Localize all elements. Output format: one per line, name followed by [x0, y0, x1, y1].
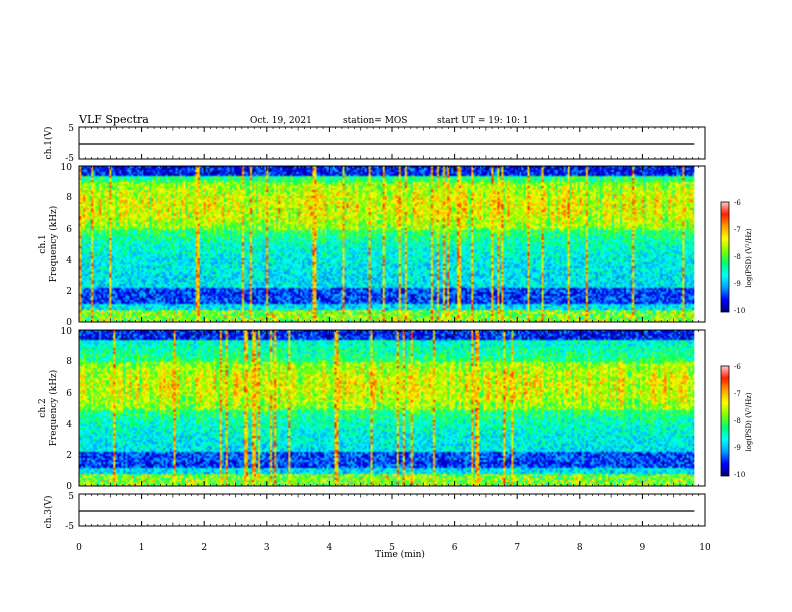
ch1-freq-tick-6: 6 [66, 225, 72, 235]
ch1-cb-tick-m10: -10 [734, 307, 745, 315]
x-tick-label-6: 6 [452, 543, 458, 553]
ch2-spectrogram-ylabel-freq: Frequency (kHz) [48, 370, 59, 447]
x-tick-label-7: 7 [514, 543, 520, 553]
x-tick-label-5: 5 [389, 543, 395, 553]
ch1-waveform-ylabel: ch.1(V) [43, 127, 54, 160]
ch2-freq-tick-0: 0 [66, 482, 72, 492]
ch3-waveform-frame [78, 493, 706, 527]
ch2-cb-tick-m7: -7 [734, 390, 741, 398]
ch1-freq-tick-8: 8 [66, 193, 72, 203]
x-tick-label-10: 10 [699, 543, 711, 553]
ch2-colorbar-bar [720, 365, 730, 477]
ch1-cb-tick-m6: -6 [734, 199, 741, 207]
ch1-colorbar-label: log(PSD) (V²/Hz) [745, 228, 753, 287]
figure-title: VLF Spectra [78, 113, 149, 126]
ch3-ytick-bottom: -5 [65, 522, 74, 532]
x-tick-label-0: 0 [76, 543, 82, 553]
x-tick-label-2: 2 [201, 543, 207, 553]
ch2-colorbar: -6 -7 -8 -9 -10 log(PSD) (V²/Hz) [720, 363, 753, 479]
ch2-cb-tick-m6: -6 [734, 363, 741, 371]
x-tick-label-3: 3 [264, 543, 270, 553]
ch1-waveform-frame [78, 126, 706, 160]
ch2-spectrogram-image [79, 330, 695, 486]
x-tick-label-8: 8 [577, 543, 583, 553]
ch3-waveform-panel: 5 -5 ch.3(V) [43, 492, 706, 532]
ch1-spectrogram-ylabel-channel: ch.1 [38, 234, 48, 253]
ch1-waveform-panel: 5 -5 ch.1(V) [43, 124, 706, 164]
x-tick-label-1: 1 [139, 543, 145, 553]
ch1-freq-tick-10: 10 [61, 163, 73, 173]
ch2-colorbar-label: log(PSD) (V²/Hz) [745, 392, 753, 451]
ch2-freq-tick-6: 6 [66, 389, 72, 399]
start-ut-label: start UT = 19: 10: 1 [437, 116, 529, 126]
ch1-spectrogram-image [79, 166, 695, 322]
ch1-freq-tick-0: 0 [66, 318, 72, 328]
station-label: station= MOS [343, 116, 407, 126]
ch1-cb-tick-m7: -7 [734, 226, 741, 234]
ch1-colorbar-bar [720, 201, 730, 313]
ch2-spectrogram-panel: 0 2 4 6 8 10 ch.2 Frequency (kHz) [38, 327, 706, 492]
x-tick-label-9: 9 [640, 543, 646, 553]
ch1-ytick-top: 5 [68, 124, 74, 134]
ch1-freq-tick-4: 4 [66, 256, 72, 266]
ch2-cb-tick-m9: -9 [734, 444, 741, 452]
ch2-freq-tick-4: 4 [66, 420, 72, 430]
ch2-freq-tick-8: 8 [66, 357, 72, 367]
ch1-ytick-bottom: -5 [65, 154, 74, 164]
ch1-cb-tick-m9: -9 [734, 280, 741, 288]
ch3-ytick-top: 5 [68, 492, 74, 502]
ch2-spectrogram-ylabel-channel: ch.2 [38, 398, 48, 417]
ch1-spectrogram-panel: 0 2 4 6 8 10 ch.1 Frequency (kHz) [38, 163, 706, 328]
ch2-freq-tick-10: 10 [61, 327, 73, 337]
x-axis-tick-labels: 0 1 2 3 4 5 6 7 8 9 10 [76, 543, 711, 553]
ch2-freq-tick-2: 2 [66, 451, 72, 461]
ch3-waveform-ylabel: ch.3(V) [43, 496, 54, 529]
x-axis-label: Time (min) [375, 549, 425, 560]
ch1-freq-tick-2: 2 [66, 287, 72, 297]
ch2-cb-tick-m8: -8 [734, 417, 741, 425]
ch1-spectrogram-ylabel-freq: Frequency (kHz) [48, 206, 59, 283]
x-tick-label-4: 4 [327, 543, 333, 553]
date-label: Oct. 19, 2021 [250, 116, 312, 126]
ch1-colorbar: -6 -7 -8 -9 -10 log(PSD) (V²/Hz) [720, 199, 753, 315]
ch2-cb-tick-m10: -10 [734, 471, 745, 479]
ch1-cb-tick-m8: -8 [734, 253, 741, 261]
